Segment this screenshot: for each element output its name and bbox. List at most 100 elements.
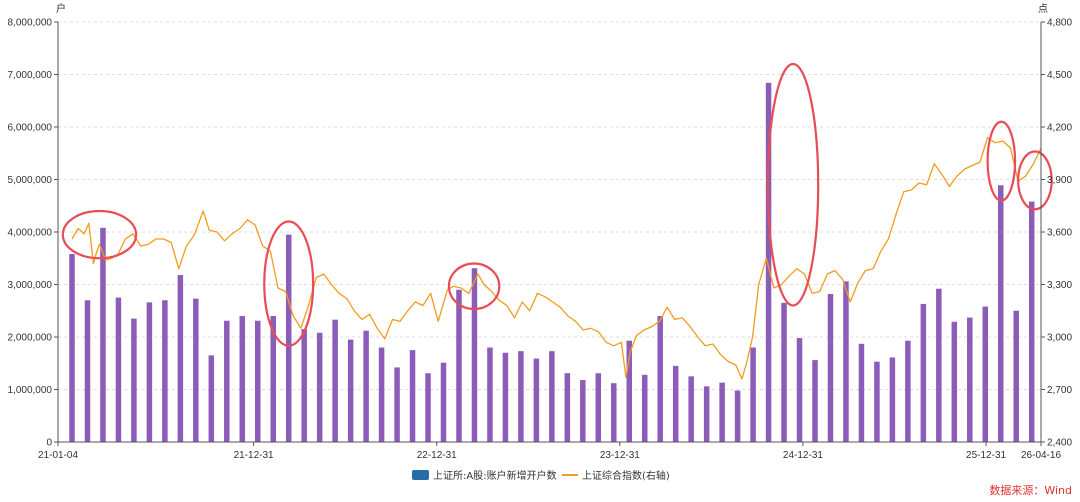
right-axis-tick-label: 3,000	[1047, 333, 1072, 344]
bar	[626, 340, 633, 442]
bar	[378, 347, 385, 442]
bar	[162, 300, 168, 442]
bar	[224, 320, 230, 442]
bar	[332, 319, 338, 442]
bar	[255, 320, 261, 442]
highlight-ellipse	[447, 262, 501, 311]
bar-series	[69, 82, 1035, 443]
index-line	[71, 136, 1042, 380]
x-axis-tick-label: 24-12-31	[783, 450, 823, 461]
bar	[796, 338, 803, 442]
right-axis-tick-label: 3,900	[1047, 175, 1072, 186]
line-series	[71, 136, 1042, 380]
right-axis-unit: 点	[1038, 3, 1048, 15]
left-axis-tick-label: 4,000,000	[8, 228, 53, 239]
bar	[843, 281, 849, 442]
bar	[936, 288, 942, 442]
bar	[781, 302, 787, 442]
bar	[270, 316, 276, 442]
bar	[1028, 201, 1035, 442]
right-axis-tick-label: 4,200	[1047, 123, 1072, 134]
bar	[239, 316, 246, 442]
bar	[502, 352, 509, 442]
bar	[858, 343, 865, 442]
left-axis-unit: 户	[56, 2, 66, 15]
bar	[69, 254, 75, 442]
left-axis-tick-label: 7,000,000	[8, 70, 53, 81]
bar	[533, 358, 540, 442]
axes: 0 1,000,000 2,000,000 3,000,000 4,000,000 5,0…	[8, 18, 1073, 462]
bar	[409, 350, 416, 442]
highlight-ellipse	[1017, 150, 1053, 211]
right-axis-tick-label: 4,500	[1047, 70, 1072, 81]
left-axis-tick-label: 5,000,000	[8, 175, 53, 186]
bar	[285, 234, 292, 442]
data-source-note: 数据来源：Wind	[989, 484, 1072, 497]
bar	[347, 339, 354, 442]
bar	[316, 332, 323, 442]
bar	[425, 373, 431, 442]
bar	[672, 365, 679, 442]
bar	[115, 297, 122, 442]
bar	[193, 298, 199, 442]
right-axis-tick-label: 3,600	[1047, 228, 1072, 239]
highlight-ellipse	[263, 220, 315, 347]
bar	[363, 330, 369, 442]
left-axis-tick-label: 3,000,000	[8, 280, 53, 291]
x-axis-tick-label: 21-12-31	[234, 450, 274, 461]
left-axis-tick-label: 1,000,000	[8, 385, 53, 396]
bar	[641, 374, 648, 442]
bar	[750, 347, 756, 442]
bar	[100, 227, 106, 442]
legend: 上证所:A股:账户新增开户数 上证综合指数(右轴)	[412, 469, 670, 482]
bar	[487, 347, 493, 442]
bar	[146, 302, 153, 442]
left-axis-tick-label: 6,000,000	[8, 123, 53, 134]
bar	[456, 289, 462, 442]
bar	[177, 275, 184, 442]
bar	[827, 293, 834, 442]
bar	[208, 355, 215, 442]
bar	[657, 316, 663, 442]
bar	[549, 351, 555, 442]
bar	[765, 82, 772, 443]
bar	[301, 329, 307, 442]
bar	[471, 268, 478, 442]
x-axis-tick-label: 23-12-31	[600, 450, 640, 461]
bar	[719, 382, 725, 442]
bar	[703, 386, 710, 442]
bar	[874, 361, 880, 442]
bar	[611, 383, 617, 442]
bar	[889, 357, 896, 442]
grid-lines	[58, 21, 1041, 390]
legend-label-line: 上证综合指数(右轴)	[582, 469, 670, 482]
bar	[1013, 310, 1019, 442]
highlight-ellipse	[766, 62, 820, 307]
bar	[440, 362, 447, 442]
bar	[518, 351, 524, 442]
left-axis-tick-label: 0	[46, 438, 52, 449]
x-axis-tick-label: 25-12-31	[966, 450, 1006, 461]
bar	[998, 185, 1004, 442]
bar	[920, 303, 927, 442]
bar	[580, 380, 586, 442]
bar	[905, 340, 911, 442]
bar	[595, 373, 602, 442]
bar	[982, 306, 989, 442]
bar	[131, 318, 137, 442]
left-axis-tick-label: 8,000,000	[8, 18, 53, 29]
highlight-ellipse	[986, 120, 1017, 202]
legend-swatch-bar	[412, 470, 429, 480]
x-axis-tick-label: 22-12-31	[417, 450, 457, 461]
right-axis-tick-label: 3,300	[1047, 280, 1072, 291]
highlight-ellipse	[61, 209, 138, 260]
right-axis-tick-label: 2,400	[1047, 438, 1072, 449]
bar	[84, 300, 91, 442]
x-axis-tick-label: 26-04-16	[1021, 450, 1061, 461]
bar	[734, 390, 741, 442]
highlight-ellipses	[61, 62, 1053, 347]
bar	[564, 373, 571, 442]
bar	[812, 360, 818, 442]
legend-label-bar: 上证所:A股:账户新增开户数	[433, 469, 557, 482]
